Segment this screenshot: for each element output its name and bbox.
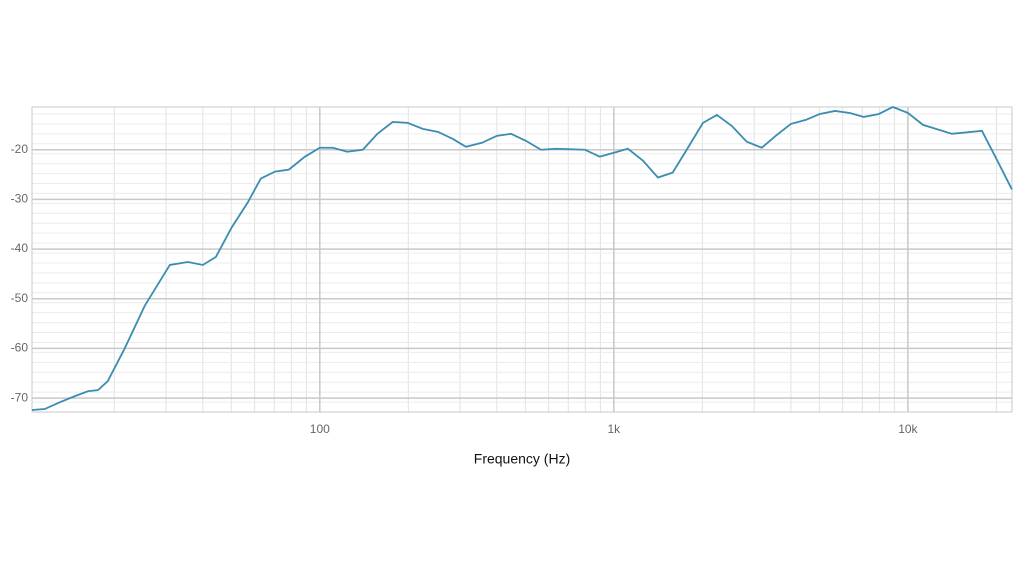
y-tick-label: -70 [11,390,29,404]
x-tick-label: 10k [898,422,918,436]
series-line [31,106,1013,411]
y-tick-label: -40 [11,241,29,255]
x-tick-label: 1k [607,422,621,436]
x-axis-label: Frequency (Hz) [474,451,570,467]
y-tick-label: -30 [11,192,29,206]
x-tick-label: 100 [310,422,330,436]
plot-border [31,106,1013,413]
y-tick-label: -20 [11,142,29,156]
y-tick-label: -60 [11,341,29,355]
y-tick-label: -50 [11,291,29,305]
